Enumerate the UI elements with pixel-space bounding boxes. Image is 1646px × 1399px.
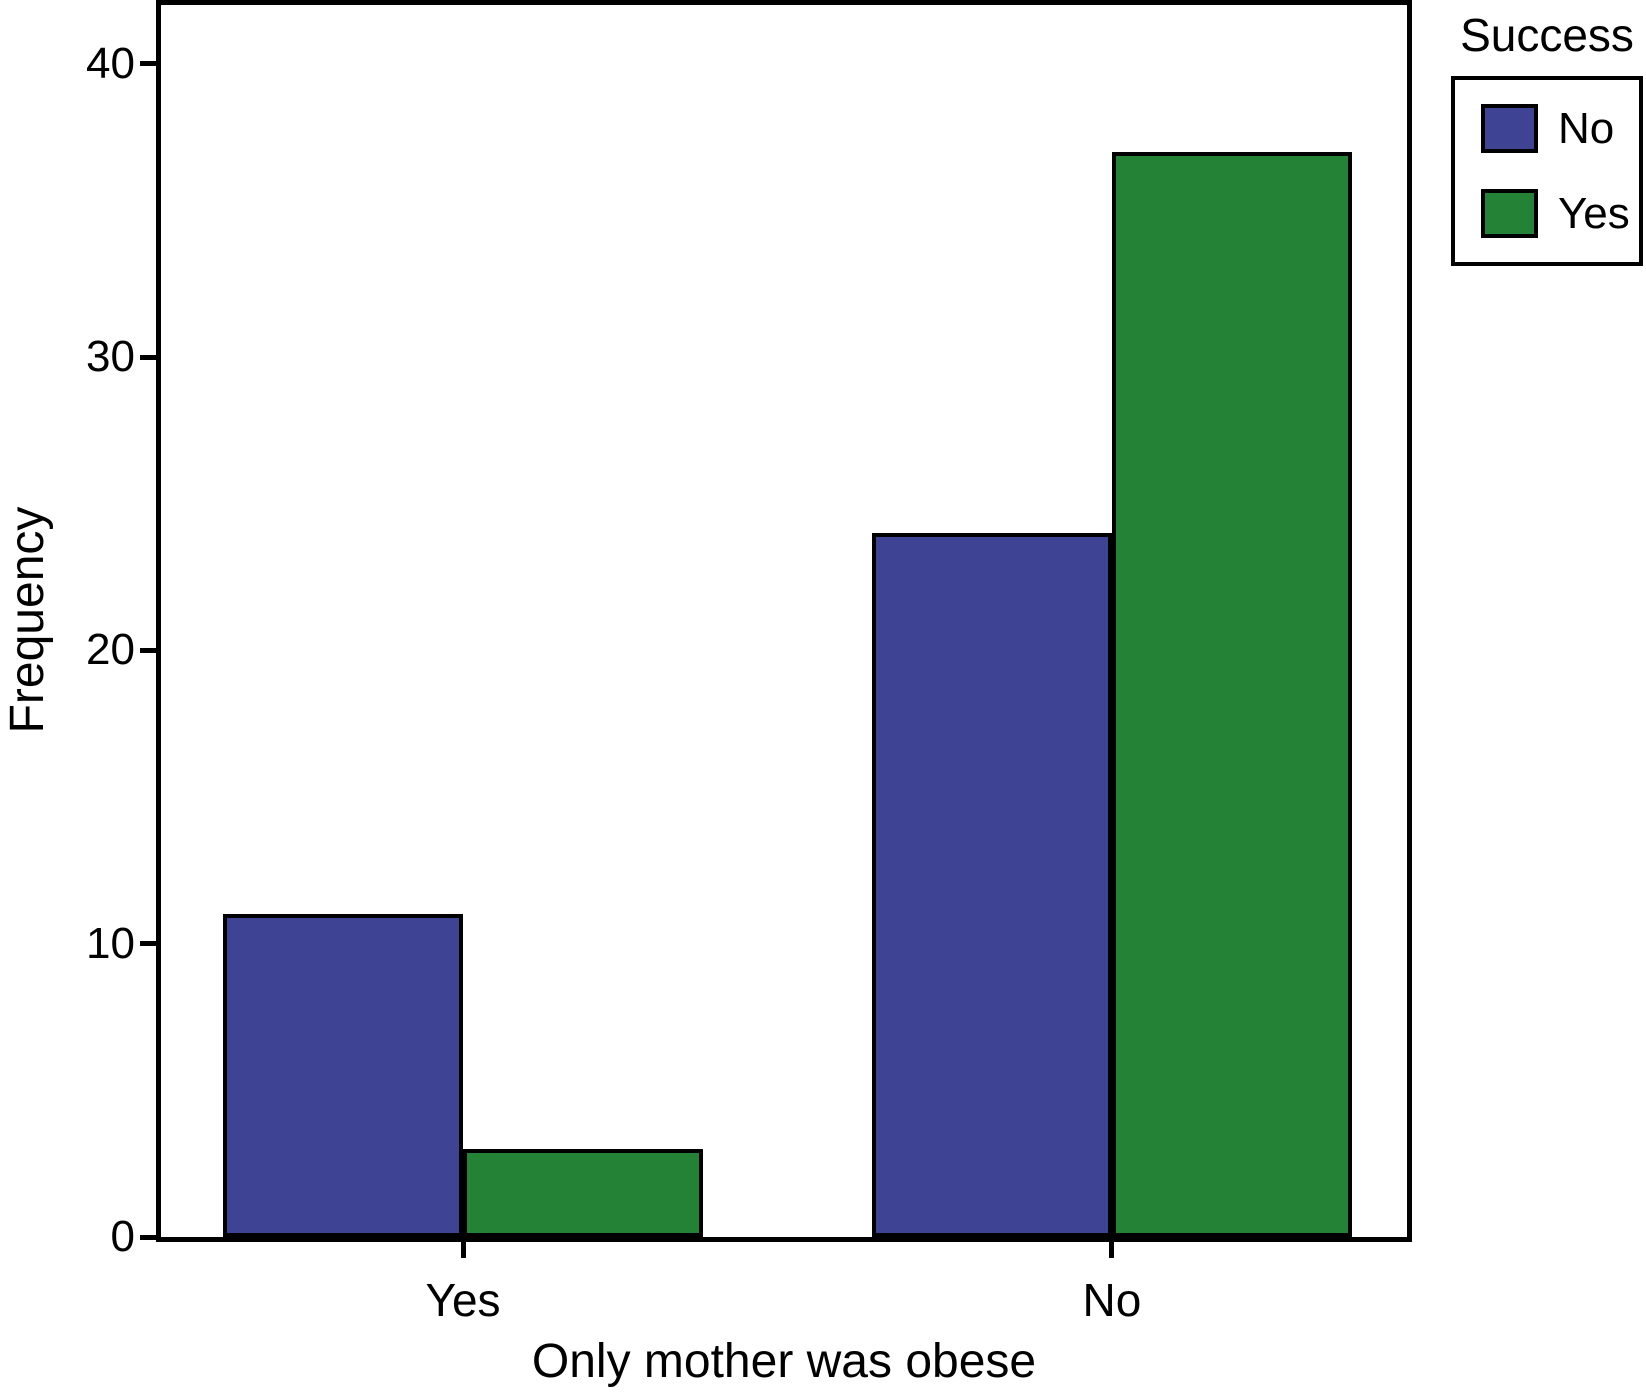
plot-area: 0 10 20 30 40 Yes No: [86, 0, 1412, 1326]
legend-swatch-no: [1481, 104, 1538, 153]
bar-yes-no: [223, 914, 464, 1237]
bar-no-yes: [1111, 151, 1352, 1237]
y-tick-label: 10: [86, 918, 135, 968]
x-axis-title: Only mother was obese: [531, 1335, 1037, 1388]
legend-label: No: [1558, 104, 1615, 153]
legend: Success No Yes: [1451, 8, 1643, 266]
y-tick-mark: [140, 61, 156, 67]
y-tick-label: 40: [86, 38, 135, 88]
x-tick-mark: [1109, 1242, 1115, 1258]
x-tick-label: No: [1082, 1274, 1142, 1326]
x-tick-label: Yes: [425, 1274, 501, 1326]
legend-item-yes: Yes: [1481, 189, 1630, 238]
y-tick-label: 20: [86, 625, 135, 675]
x-tick-mark: [460, 1242, 466, 1258]
bar-no-no: [871, 533, 1112, 1237]
y-tick-mark: [140, 1234, 156, 1240]
y-tick-mark: [140, 647, 156, 653]
bar-yes-yes: [463, 1149, 703, 1237]
legend-title: Success: [1460, 9, 1634, 61]
y-tick-mark: [140, 354, 156, 360]
y-tick-label: 0: [110, 1212, 135, 1261]
legend-swatch-yes: [1481, 189, 1538, 238]
y-tick-mark: [140, 941, 156, 947]
legend-box: No Yes: [1451, 76, 1643, 266]
legend-item-no: No: [1481, 104, 1629, 153]
legend-label: Yes: [1558, 189, 1630, 238]
y-tick-label: 30: [86, 332, 135, 381]
